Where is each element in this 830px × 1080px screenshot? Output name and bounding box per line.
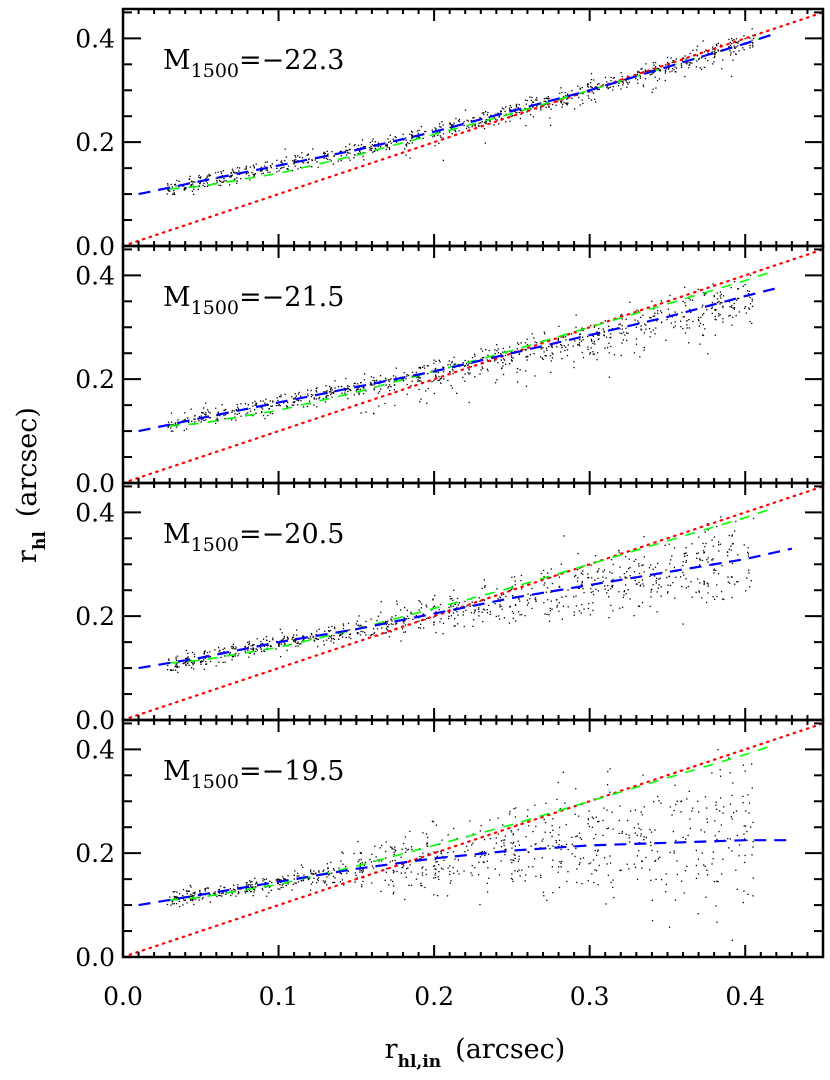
plot-area bbox=[123, 485, 823, 720]
panel-label-sub: 1500 bbox=[191, 771, 239, 793]
panel-label-sub: 1500 bbox=[191, 297, 239, 319]
panel-frame bbox=[121, 7, 825, 248]
one-to-one-line bbox=[123, 248, 823, 483]
median-fit-line bbox=[138, 839, 792, 907]
y-axis-title-sub: hl bbox=[30, 531, 50, 550]
x-tick-label: 0.1 bbox=[259, 982, 299, 1011]
x-axis-title-sub: hl,in bbox=[398, 1052, 442, 1072]
panel-label-value: =−20.5 bbox=[239, 519, 344, 550]
median-fit-line bbox=[138, 287, 777, 433]
one-to-one-line bbox=[123, 11, 823, 246]
x-axis-title-unit: (arcsec) bbox=[455, 1034, 565, 1065]
panels-layer: 0.00.20.4M1500=−22.30.00.20.4M1500=−21.5… bbox=[75, 7, 825, 1011]
y-tick-label: 0.2 bbox=[75, 365, 115, 394]
y-tick-label: 0.0 bbox=[75, 943, 115, 972]
plot-area bbox=[123, 11, 823, 246]
panel-4: 0.0 0.2 0.4 M1500=−19.5 bbox=[75, 718, 825, 972]
one-to-one-line bbox=[123, 722, 823, 957]
x-tick-label: 0.0 bbox=[103, 982, 143, 1011]
median-fit-line bbox=[138, 547, 793, 670]
panel-3: 0.0 0.2 0.4 M1500=−20.5 bbox=[75, 481, 825, 735]
y-tick-label: 0.4 bbox=[75, 498, 115, 527]
y-tick-label: 0.4 bbox=[75, 735, 115, 764]
x-tick-label: 0.4 bbox=[725, 982, 765, 1011]
panel-2: 0.0 0.2 0.4 M1500=−21.5 bbox=[75, 244, 825, 498]
x-axis-title: rhl,in (arcsec) bbox=[385, 1034, 566, 1072]
panel-label-value: =−21.5 bbox=[239, 282, 344, 313]
panel-label-main: M bbox=[163, 756, 191, 787]
x-axis-title-main: r bbox=[385, 1034, 398, 1065]
y-tick-label: 0.0 bbox=[75, 469, 115, 498]
y-tick-label: 0.2 bbox=[75, 128, 115, 157]
panel-magnitude-label: M1500=−19.5 bbox=[163, 756, 344, 793]
y-tick-label: 0.0 bbox=[75, 232, 115, 261]
x-tick-label: 0.2 bbox=[414, 982, 454, 1011]
panel-magnitude-label: M1500=−21.5 bbox=[163, 282, 344, 319]
plot-area bbox=[123, 248, 823, 483]
panel-1: 0.0 0.2 0.4 M1500=−22.3 bbox=[75, 7, 825, 261]
y-tick-label: 0.4 bbox=[75, 261, 115, 290]
panel-label-sub: 1500 bbox=[191, 60, 239, 82]
y-axis-title-unit: (arcsec) bbox=[12, 407, 43, 517]
y-tick-label: 0.0 bbox=[75, 706, 115, 735]
panel-frame bbox=[121, 718, 825, 959]
x-tick-label: 0.3 bbox=[570, 982, 610, 1011]
panel-frame bbox=[121, 244, 825, 485]
one-to-one-line bbox=[123, 485, 823, 720]
median-fit-line bbox=[138, 32, 777, 196]
y-axis-title: rhl (arcsec) bbox=[12, 407, 50, 563]
y-tick-label: 0.2 bbox=[75, 602, 115, 631]
scatter-points bbox=[166, 749, 754, 941]
panel-label-value: =−19.5 bbox=[239, 756, 344, 787]
expected-relation-line bbox=[169, 743, 777, 901]
panel-magnitude-label: M1500=−20.5 bbox=[163, 519, 344, 556]
scatter-points bbox=[166, 516, 755, 673]
y-tick-label: 0.4 bbox=[75, 24, 115, 53]
expected-relation-line bbox=[169, 269, 777, 427]
panel-frame bbox=[121, 481, 825, 722]
plot-area bbox=[123, 722, 823, 957]
scatter-points bbox=[166, 274, 754, 432]
panel-label-main: M bbox=[163, 282, 191, 313]
panel-label-main: M bbox=[163, 519, 191, 550]
panel-magnitude-label: M1500=−22.3 bbox=[163, 45, 344, 82]
panel-label-value: =−22.3 bbox=[239, 45, 344, 76]
y-axis-title-main: r bbox=[12, 550, 43, 563]
expected-relation-line bbox=[169, 506, 777, 664]
panel-label-sub: 1500 bbox=[191, 534, 239, 556]
y-tick-label: 0.2 bbox=[75, 839, 115, 868]
panel-label-main: M bbox=[163, 45, 191, 76]
